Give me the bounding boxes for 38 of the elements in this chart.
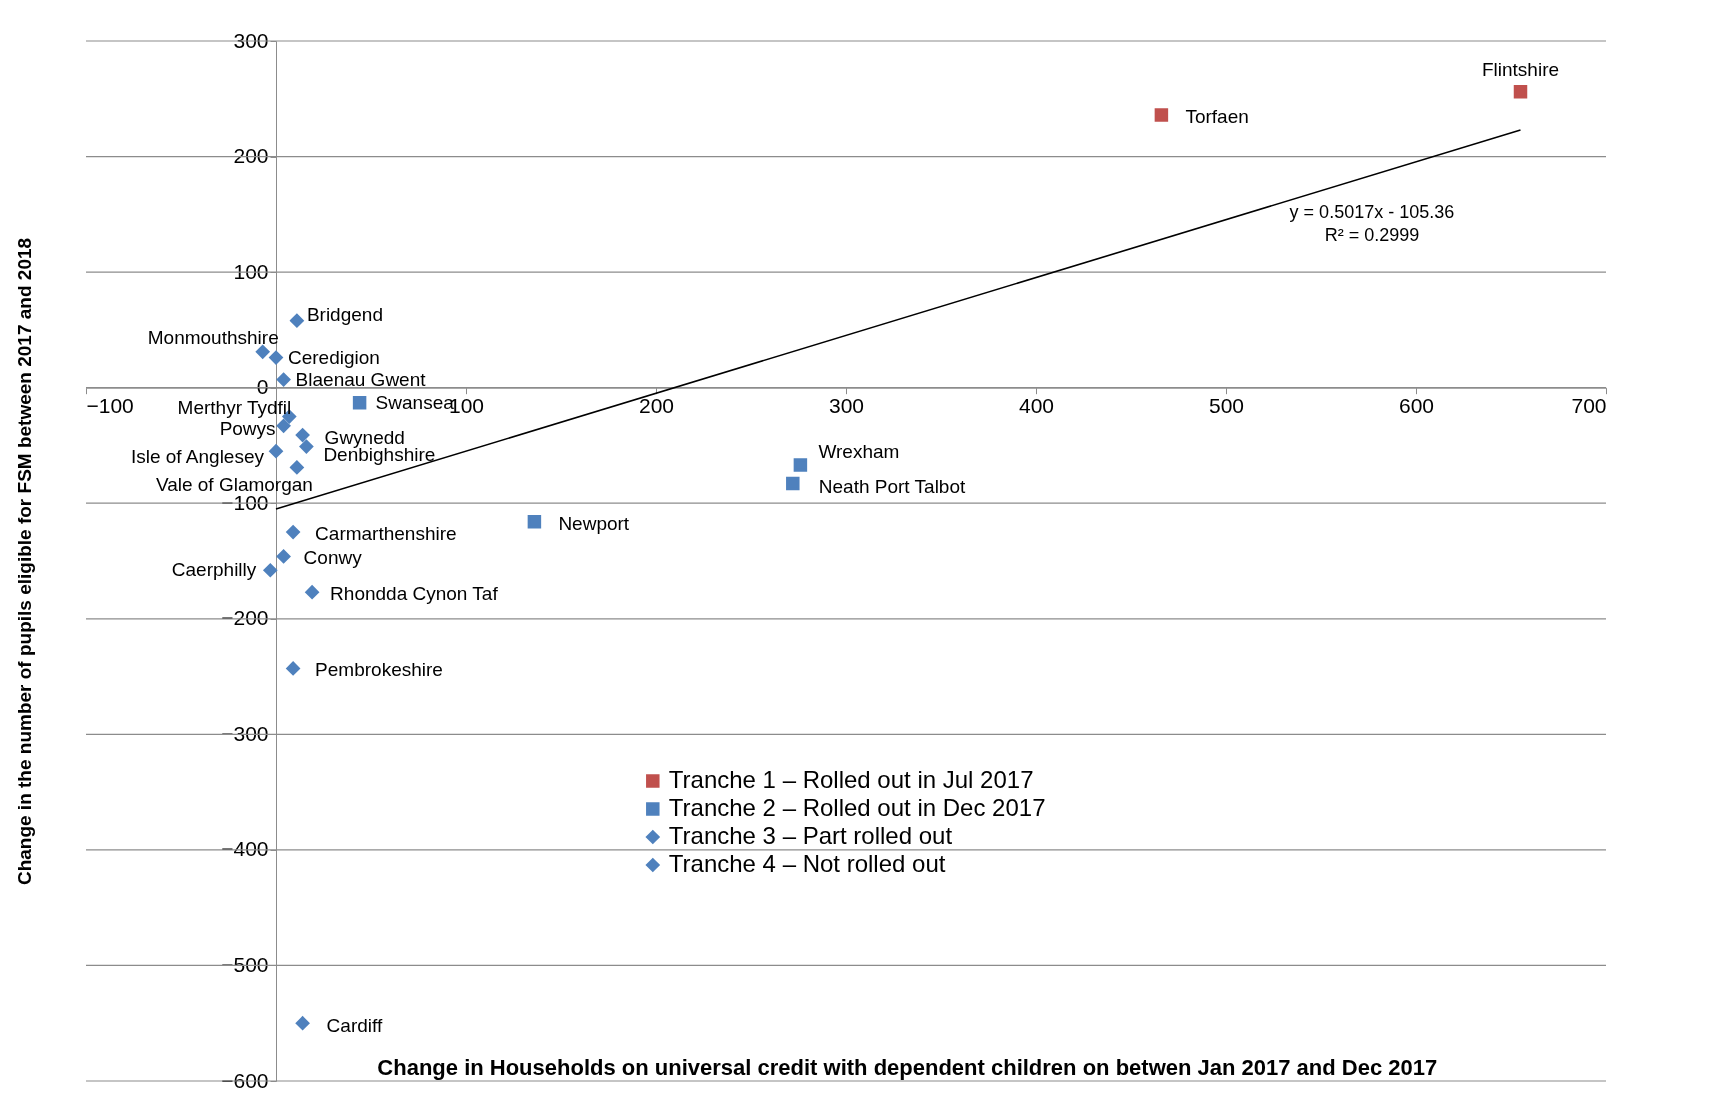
annotation: Powys xyxy=(219,417,276,439)
x-tick-label: 300 xyxy=(828,394,865,418)
annotation: Ceredigion xyxy=(288,346,380,368)
legend-label: Tranche 3 – Part rolled out xyxy=(668,822,953,849)
annotation: Torfaen xyxy=(1185,105,1249,127)
legend-label: Tranche 2 – Rolled out in Dec 2017 xyxy=(668,794,1046,821)
annotation: Rhondda Cynon Taf xyxy=(330,583,499,605)
x-tick-label: 600 xyxy=(1398,394,1435,418)
annotation: Isle of Anglesey xyxy=(130,446,265,468)
y-tick-label: −400 xyxy=(221,837,269,861)
annotation: Flintshire xyxy=(1481,58,1560,80)
x-tick-label: 400 xyxy=(1018,394,1055,418)
annotation: Bridgend xyxy=(306,303,383,325)
annotation: Merthyr Tydfil xyxy=(177,396,292,418)
y-tick-label: 300 xyxy=(233,28,269,52)
annotation: Neath Port Talbot xyxy=(818,475,966,497)
annotation: Conwy xyxy=(303,547,363,569)
y-tick-label: −600 xyxy=(221,1068,269,1092)
x-tick-label: 700 xyxy=(1571,394,1607,418)
annotation: y = 0.5017x - 105.36 xyxy=(1289,201,1455,222)
annotation: Monmouthshire xyxy=(147,326,279,348)
legend-label: Tranche 4 – Not rolled out xyxy=(668,850,946,877)
annotation: Newport xyxy=(558,512,630,534)
annotation: Wrexham xyxy=(818,441,900,463)
legend-label: Tranche 1 – Rolled out in Jul 2017 xyxy=(668,766,1034,793)
annotation: Carmarthenshire xyxy=(315,523,457,545)
x-tick-label: −100 xyxy=(86,394,134,418)
annotation: Caerphilly xyxy=(171,559,257,581)
y-tick-label: 100 xyxy=(233,259,269,283)
x-tick-label: 200 xyxy=(638,394,675,418)
x-tick-label: 500 xyxy=(1208,394,1245,418)
annotation: Cardiff xyxy=(326,1015,383,1037)
x-axis-title: Change in Households on universal credit with dependent children on betwen Jan 2017 and Dec 2017 xyxy=(377,1054,1438,1080)
y-tick-label: −200 xyxy=(221,606,269,630)
y-axis-title: Change in the number of pupils eligible for FSM between 2017 and 2018 xyxy=(13,237,35,886)
annotation: Blaenau Gwent xyxy=(295,368,427,390)
annotation: R² = 0.2999 xyxy=(1324,224,1420,245)
annotation: Pembrokeshire xyxy=(315,659,443,681)
